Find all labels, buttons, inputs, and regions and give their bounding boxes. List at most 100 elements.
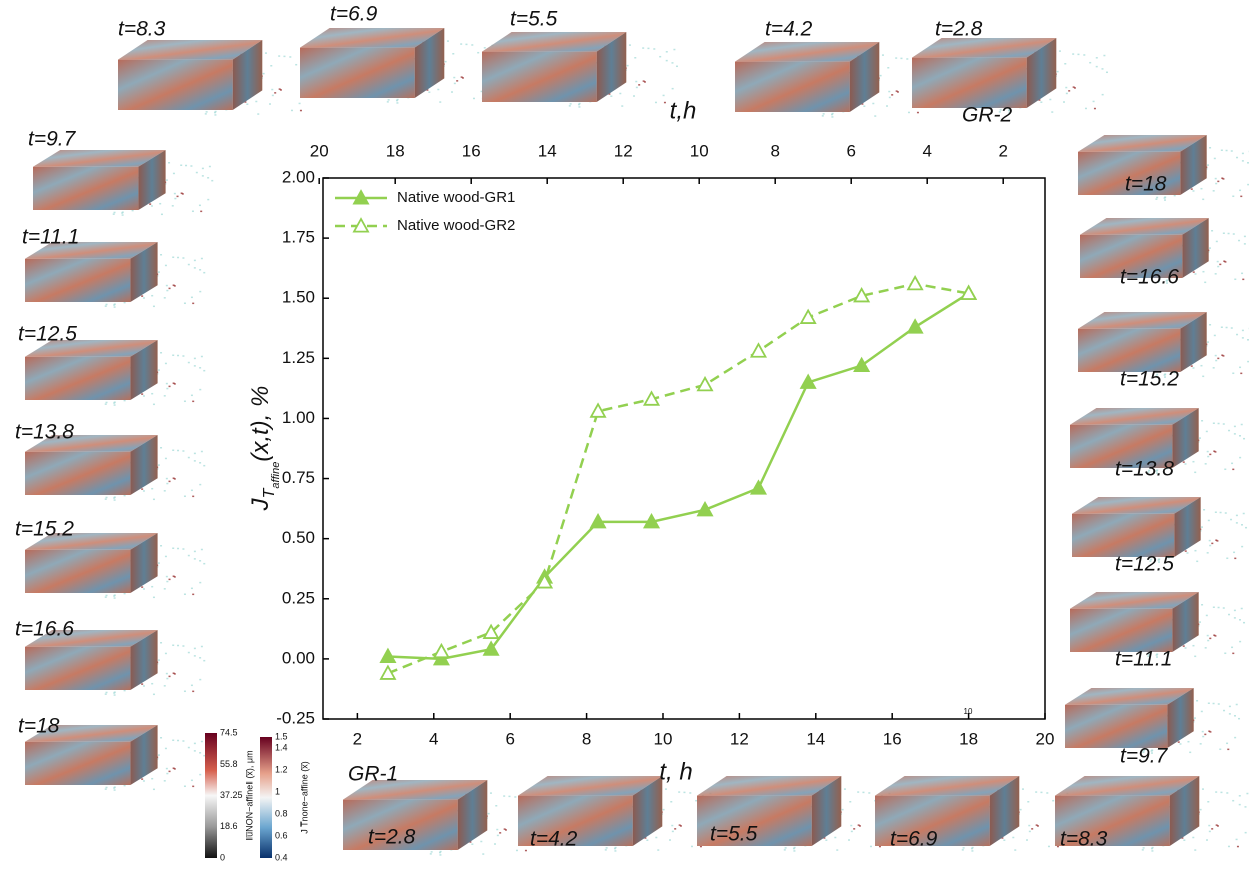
speckle xyxy=(158,464,160,466)
speckle xyxy=(114,306,116,308)
speckle xyxy=(461,76,463,78)
speckle xyxy=(1241,273,1243,275)
speckle xyxy=(1085,108,1087,110)
speckle xyxy=(194,655,196,657)
speckle xyxy=(695,800,697,802)
colorbar-tick-label: 0.6 xyxy=(275,830,288,840)
x-tick-label: 4 xyxy=(429,729,438,748)
speckle xyxy=(199,657,201,659)
front-face xyxy=(300,48,415,98)
speckle xyxy=(516,850,518,852)
speckle xyxy=(265,52,267,54)
speckle xyxy=(158,271,160,273)
speckle xyxy=(1151,850,1153,852)
speckle xyxy=(181,192,183,194)
front-face xyxy=(482,52,597,102)
specimen-thumbnail xyxy=(25,435,205,501)
speckle xyxy=(141,295,143,297)
front-face xyxy=(25,452,130,495)
front-face xyxy=(25,357,130,400)
speckle xyxy=(1213,607,1215,609)
speckle xyxy=(889,97,891,99)
speckle xyxy=(201,258,203,260)
speckle xyxy=(1156,197,1158,199)
speckle xyxy=(194,558,196,560)
speckle xyxy=(1059,50,1061,52)
speckle xyxy=(106,692,108,694)
speckle xyxy=(1203,509,1205,511)
speckle xyxy=(793,848,795,850)
speckle xyxy=(203,755,205,757)
speckle xyxy=(1239,457,1241,459)
speckle xyxy=(1200,809,1202,811)
speckle xyxy=(169,288,171,290)
speckle xyxy=(1220,792,1222,794)
speckle xyxy=(1094,108,1096,110)
speckle xyxy=(192,594,194,596)
speckle xyxy=(182,257,184,259)
speckle xyxy=(388,99,390,101)
speckle xyxy=(1191,365,1193,367)
colorbar-tick-label: 37.25 xyxy=(220,790,243,800)
speckle xyxy=(1213,450,1215,452)
speckle xyxy=(679,824,681,826)
speckle xyxy=(1046,792,1048,794)
speckle xyxy=(1228,430,1230,432)
speckle xyxy=(870,846,872,848)
speckle xyxy=(606,847,608,849)
x2-tick-label: 16 xyxy=(462,141,481,160)
speckle xyxy=(888,91,890,93)
speckle xyxy=(1221,354,1223,356)
speckle xyxy=(199,269,201,271)
speckle xyxy=(151,778,153,780)
group-label: GR-2 xyxy=(962,104,1012,127)
speckle xyxy=(1233,552,1235,554)
speckle xyxy=(191,685,193,687)
speckle xyxy=(289,56,291,58)
speckle xyxy=(166,290,168,292)
speckle xyxy=(1200,743,1202,745)
speckle xyxy=(1219,749,1221,751)
speckle xyxy=(201,741,203,743)
speckle xyxy=(1218,703,1220,705)
speckle xyxy=(124,593,126,595)
speckle xyxy=(1209,831,1211,833)
speckle xyxy=(863,105,865,107)
speckle xyxy=(1239,804,1241,806)
speckle xyxy=(1066,93,1068,95)
speckle xyxy=(1202,199,1204,201)
speckle xyxy=(1215,273,1217,275)
speckle xyxy=(1201,711,1203,713)
speckle xyxy=(121,212,123,214)
x-tick-label: 20 xyxy=(1036,729,1055,748)
speckle xyxy=(173,477,175,479)
specimen-thumbnail xyxy=(25,242,205,308)
speckle xyxy=(663,809,665,811)
speckle xyxy=(1234,433,1236,435)
speckle xyxy=(1093,101,1095,103)
speckle xyxy=(503,795,505,797)
speckle xyxy=(166,581,168,583)
front-face xyxy=(33,167,138,210)
speckle xyxy=(203,563,205,565)
y-tick-label: 1.50 xyxy=(282,288,315,307)
speckle xyxy=(1022,788,1024,790)
speckle xyxy=(1238,718,1240,720)
specimen-thumbnail xyxy=(33,150,213,216)
speckle xyxy=(614,848,616,850)
x-tick-label: 6 xyxy=(505,729,514,748)
speckle xyxy=(1205,463,1207,465)
speckle xyxy=(279,88,281,90)
speckle xyxy=(1194,472,1196,474)
speckle xyxy=(192,401,194,403)
colorbar-title: ‖u̅NON−affine‖ (x̅), μm xyxy=(244,750,254,840)
speckle xyxy=(514,796,516,798)
speckle xyxy=(1057,71,1059,73)
speckle xyxy=(164,588,166,590)
speckle xyxy=(471,843,473,845)
speckle xyxy=(182,355,184,357)
speckle xyxy=(673,49,675,51)
speckle xyxy=(653,48,655,50)
speckle xyxy=(1229,706,1231,708)
speckle xyxy=(199,291,201,293)
